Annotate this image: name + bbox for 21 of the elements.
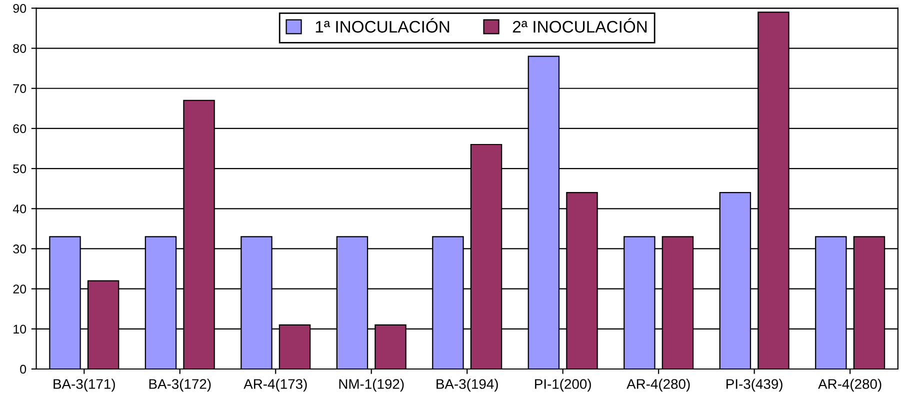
x-tick-label: BA-3(171) bbox=[54, 378, 115, 392]
y-tick-label: 10 bbox=[14, 324, 26, 334]
y-tick-label: 90 bbox=[13, 4, 26, 13]
x-tick-label: BA-3(194) bbox=[436, 378, 498, 392]
y-tick-label: 50 bbox=[13, 164, 26, 174]
x-tick-label: AR-4(280) bbox=[626, 378, 690, 392]
y-tick-label: 0 bbox=[20, 364, 26, 374]
y-tick-label: 80 bbox=[13, 44, 26, 53]
x-tick-label: NM-1(192) bbox=[339, 378, 404, 392]
x-tick-label: AR-4(173) bbox=[244, 378, 307, 392]
x-tick-label: PI-1(200) bbox=[535, 378, 591, 392]
x-tick-label: BA-3(172) bbox=[149, 378, 211, 392]
x-tick-label: AR-4(280) bbox=[818, 378, 882, 392]
y-tick-label: 30 bbox=[13, 244, 26, 254]
x-tick-label: PI-3(439) bbox=[726, 378, 782, 392]
y-tick-label: 70 bbox=[13, 84, 26, 94]
y-tick-label: 40 bbox=[12, 204, 26, 214]
legend-label: 1ª INOCULACIÓN bbox=[316, 18, 450, 33]
legend-label: 2ª INOCULACIÓN bbox=[512, 18, 647, 33]
y-tick-label: 20 bbox=[13, 284, 26, 294]
y-tick-label: 60 bbox=[13, 124, 26, 134]
